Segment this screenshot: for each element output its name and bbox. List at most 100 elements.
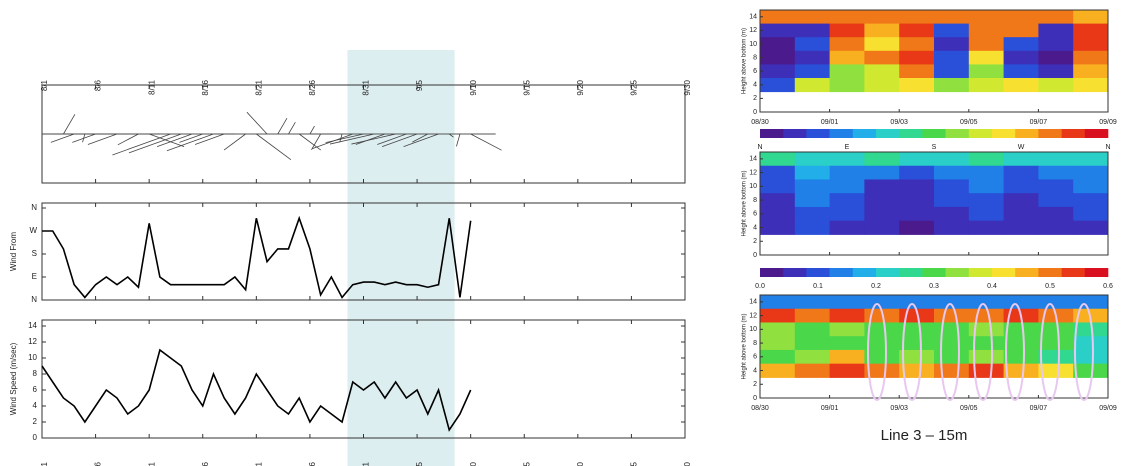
wind-stick — [156, 133, 193, 147]
heatmap-cell — [1073, 179, 1109, 194]
heatmap-cell — [794, 363, 831, 378]
heatmap-cell — [899, 220, 935, 235]
heatmap-cell — [934, 179, 970, 194]
y-tick-label: 12 — [28, 337, 37, 346]
heatmap-cell — [1073, 220, 1109, 235]
ellipse — [1040, 303, 1060, 401]
heatmap-cell — [1038, 50, 1074, 65]
colorbar-block — [852, 129, 877, 138]
heatmap-cell — [1003, 363, 1039, 378]
y-tick-label: 10 — [749, 41, 757, 48]
colorbar-tick-label: N — [1105, 144, 1110, 151]
heatmap-cell — [968, 179, 1005, 194]
heatmap-cell — [864, 322, 900, 337]
wind-stick — [179, 133, 203, 143]
colorbar-block — [806, 268, 830, 277]
wind-stick — [87, 133, 118, 145]
heatmap-cell — [934, 349, 970, 365]
heatmap-cell — [864, 295, 900, 310]
colorbar-tick-label: 0.3 — [929, 283, 939, 290]
colorbar-block — [876, 129, 900, 138]
x-tick-label: 09/03 — [890, 119, 908, 126]
heatmap-cell — [1038, 336, 1074, 351]
x-tick-label: 09/03 — [890, 405, 908, 412]
wind-stick — [382, 133, 418, 147]
heatmap-cell — [934, 37, 970, 52]
heatmap-cell — [1038, 322, 1074, 337]
y-tick-label: 0 — [753, 109, 757, 116]
colorbar-block — [829, 129, 854, 138]
heatmap-cell — [864, 152, 900, 167]
heatmap-cell — [1073, 37, 1109, 52]
heatmap-cell — [968, 308, 1005, 323]
heatmap-cell — [794, 206, 831, 222]
x-tick-label: 8/1 — [40, 461, 49, 466]
x-tick-label: 08/30 — [751, 405, 769, 412]
colorbar-block — [922, 129, 946, 138]
plots: 8/1 8/1 8/6 8/6 8/11 8/11 8/16 8/16 8/21 8/21 8/26… — [9, 9, 1117, 466]
heatmap-cell — [829, 50, 865, 65]
wind-stick — [166, 133, 214, 152]
heatmap-cell — [864, 64, 900, 79]
x-tick-label: 8/21 — [254, 79, 263, 95]
heatmap-cell — [1073, 295, 1109, 310]
heatmap-cell — [899, 165, 935, 180]
heatmap-cell — [934, 152, 970, 167]
heatmap-cell — [968, 295, 1005, 310]
heatmap-cell — [794, 336, 831, 351]
heatmap-cell — [934, 295, 970, 310]
x-tick-label: 09/09 — [1099, 119, 1117, 126]
heatmap-cell — [899, 193, 935, 208]
x-tick-label: 9/10 — [469, 461, 478, 466]
heatmap-cell — [1003, 64, 1039, 79]
heatmap-cell — [794, 165, 831, 180]
heatmap-cell — [864, 193, 900, 208]
heatmap-cell — [829, 37, 865, 52]
heatmap-cell — [1073, 193, 1109, 208]
heatmap-cell — [1073, 206, 1109, 222]
heatmap-cell — [899, 152, 935, 167]
heatmap-cell — [864, 206, 900, 222]
y-tick-label: 6 — [33, 385, 38, 394]
heatmap-cell — [760, 336, 796, 351]
x-tick-label: 9/5 — [415, 461, 424, 466]
wind-stick — [194, 133, 225, 145]
heatmap-cell — [864, 165, 900, 180]
y-tick-label: 2 — [33, 417, 38, 426]
y-tick-label: N — [31, 203, 37, 212]
heatmap-cell — [968, 64, 1005, 79]
y-tick-label: 4 — [753, 82, 757, 89]
heatmap-cell — [1003, 336, 1039, 351]
heatmap-cell — [1003, 23, 1039, 38]
colorbar-block — [806, 129, 830, 138]
colorbar-block — [783, 268, 807, 277]
colorbar-block — [945, 129, 970, 138]
y-tick-label: 6 — [753, 211, 757, 218]
heatmap-cell — [1003, 179, 1039, 194]
wind-stick — [325, 133, 364, 144]
heatmap-cell — [794, 64, 831, 79]
wind-stick — [311, 133, 321, 150]
ellipse — [1005, 303, 1025, 401]
x-tick-label: 9/15 — [522, 461, 531, 466]
wind-stick — [246, 111, 268, 135]
wind-stick — [50, 133, 75, 143]
heatmap-cell — [864, 179, 900, 194]
heatmap-cell — [899, 179, 935, 194]
y-tick-label: 2 — [753, 238, 757, 245]
highlight-span — [347, 50, 455, 466]
ellipse — [867, 303, 887, 401]
colorbar-tick-label: 0.6 — [1103, 283, 1113, 290]
heatmap-cell — [968, 165, 1005, 180]
heatmap-cell — [1003, 322, 1039, 337]
x-tick-label: 8/6 — [94, 461, 103, 466]
heatmap-cell — [829, 23, 865, 38]
wind-stick — [288, 121, 296, 135]
heatmap-cell — [1003, 206, 1039, 222]
heatmap-cell — [794, 152, 831, 167]
heatmap-cell — [760, 363, 796, 378]
heatmap-cell — [934, 50, 970, 65]
heatmap-cell — [1003, 295, 1039, 310]
x-tick-label: 08/30 — [751, 119, 769, 126]
